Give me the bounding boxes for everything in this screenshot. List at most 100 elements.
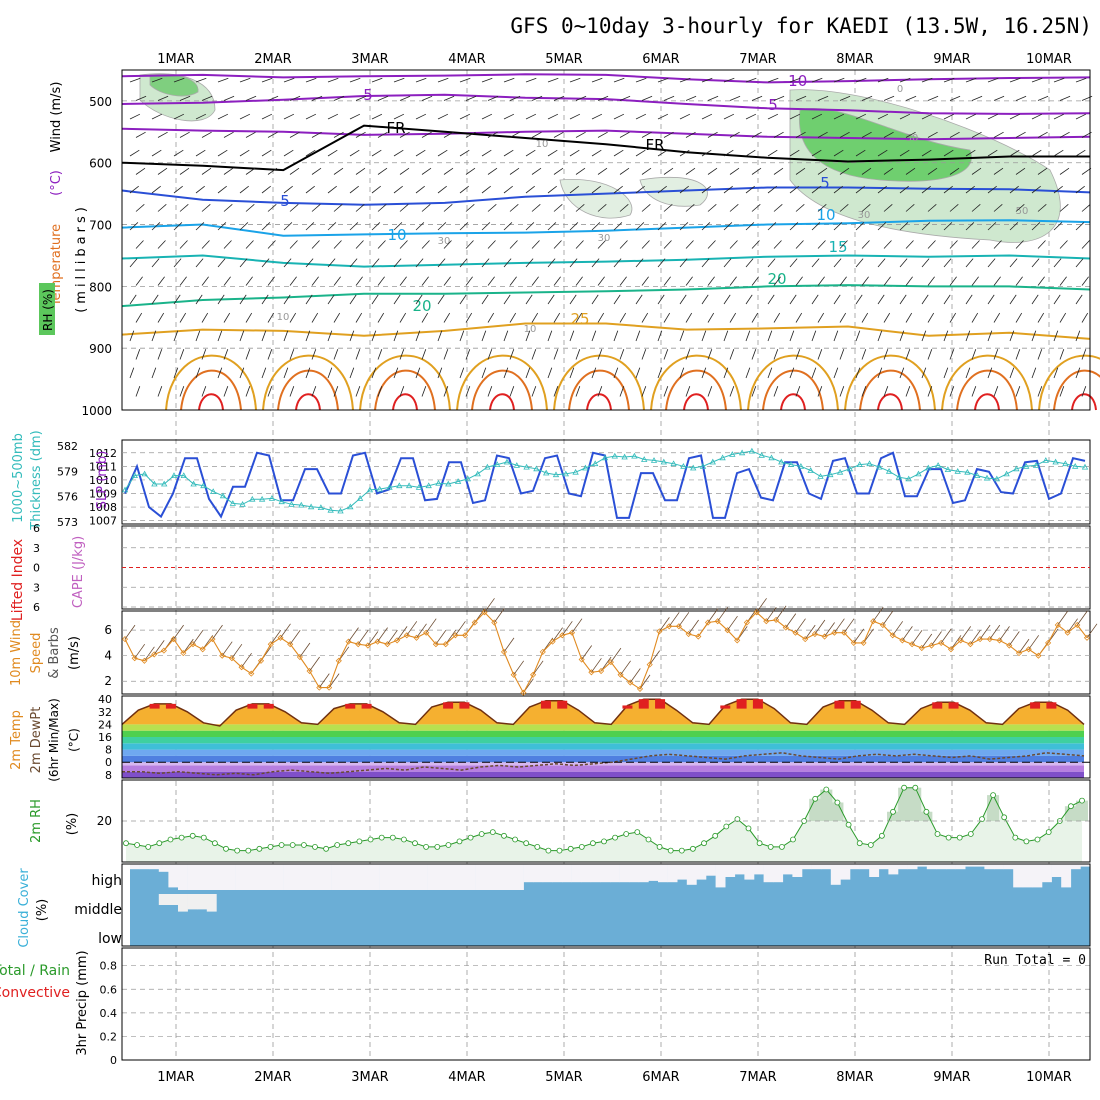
- wind-barb: [899, 149, 910, 157]
- wind-barb-10m: [639, 674, 651, 690]
- wind-barb: [773, 131, 784, 138]
- cloud-middle-gap: [206, 894, 217, 912]
- diurnal-contour-outer: [941, 354, 1033, 411]
- wind-barb: [663, 312, 671, 323]
- wind-speed-marker: [850, 639, 857, 646]
- wind-barb: [327, 149, 338, 157]
- wind-barb: [641, 386, 647, 397]
- diurnal-contour-outer: [1038, 354, 1100, 411]
- wind-barb: [415, 113, 427, 120]
- rh-marker: [289, 842, 296, 848]
- wind-barb: [877, 258, 886, 268]
- wind-barb: [751, 167, 762, 175]
- wind-barb: [685, 312, 693, 323]
- cloud-high-gap: [226, 864, 236, 890]
- wind-speed-marker: [753, 609, 760, 616]
- wind-barb-10m: [493, 608, 505, 623]
- wind-barb: [129, 330, 135, 342]
- diurnal-contour-outer: [456, 354, 548, 411]
- wind-barb: [151, 149, 162, 157]
- wind-barb-10m: [620, 660, 631, 676]
- wind-barb: [663, 167, 674, 175]
- wind-barb: [707, 131, 718, 138]
- wind-barb: [987, 330, 993, 342]
- rh-marker: [1001, 814, 1008, 821]
- wind-barb: [1015, 240, 1024, 249]
- wind-barb: [465, 349, 471, 360]
- wind-barb: [465, 312, 473, 323]
- wind-barb: [839, 131, 850, 138]
- wind-barb: [905, 276, 913, 286]
- x-tick-label-bottom: 2MAR: [254, 1070, 291, 1085]
- ylabel-degc: (°C): [49, 170, 64, 196]
- temp-color-band: [122, 755, 1084, 763]
- wind-barb: [267, 203, 277, 212]
- wind-barb: [437, 330, 443, 342]
- wind-barb: [415, 185, 425, 194]
- cloud-high-gap: [715, 864, 726, 888]
- rh-marker: [890, 808, 896, 815]
- wind-barb: [679, 294, 687, 305]
- rh-shade: [559, 178, 633, 219]
- wind-barb: [855, 185, 865, 194]
- cloud-high-gap: [571, 864, 582, 883]
- wind-barb: [685, 386, 691, 397]
- wind-barb: [201, 386, 207, 397]
- wind-barb: [481, 258, 490, 268]
- wind-barb: [195, 77, 207, 83]
- wind-barb: [195, 367, 201, 379]
- cloud-high-gap: [802, 864, 812, 870]
- wind-barb-10m: [940, 628, 952, 644]
- wind-barb: [195, 258, 204, 268]
- wind-barb-10m: [717, 606, 729, 622]
- wind-barb: [641, 131, 652, 138]
- wind-barb: [855, 77, 867, 83]
- wind-barb: [701, 367, 707, 379]
- precip-tick-label: 0.2: [100, 1030, 118, 1043]
- rh-marker: [590, 840, 596, 847]
- contour-label: 5: [768, 96, 778, 114]
- wind-barb: [789, 330, 795, 342]
- contour-label: 50: [1016, 206, 1029, 217]
- temp-panel-frame: [121, 695, 1091, 779]
- wind-barb-10m: [853, 628, 865, 644]
- wind-barb: [877, 222, 887, 231]
- wind-barb: [487, 95, 499, 101]
- temp-tick-label: 16: [98, 731, 112, 744]
- wind-barb-10m: [970, 629, 981, 645]
- wind-barb: [971, 131, 982, 138]
- wind-barb: [217, 185, 227, 194]
- temp-color-band: [122, 737, 1084, 744]
- contour-label: 5: [363, 86, 373, 104]
- wind-barb: [965, 367, 971, 379]
- temp-hot-band: [752, 699, 763, 709]
- diurnal-contour-inner: [974, 393, 1000, 411]
- wind-barb: [905, 131, 916, 138]
- cloud-high-gap: [859, 864, 870, 870]
- wind-barb: [855, 258, 864, 268]
- wind-barb: [811, 113, 823, 120]
- wind-barb: [487, 240, 496, 249]
- wind-barb: [773, 167, 784, 175]
- diurnal-contour-outer: [844, 354, 936, 411]
- wind-barb: [437, 367, 443, 379]
- cloud-high-gap: [984, 864, 995, 870]
- wind-barb: [437, 149, 448, 157]
- wind-panel-frame: [121, 610, 1091, 695]
- wind-barb: [151, 77, 163, 83]
- cloud-high-gap: [552, 864, 563, 883]
- wind-barb: [773, 240, 782, 249]
- rh-marker: [434, 844, 441, 850]
- cloud-middle-gap: [187, 894, 198, 910]
- wind-barb: [1059, 131, 1070, 138]
- wind-barb-10m: [241, 652, 252, 668]
- cloud-layer-label: low: [98, 931, 122, 947]
- rh-marker: [712, 832, 719, 839]
- temp-line: [121, 698, 1085, 727]
- wind-barb: [377, 349, 383, 360]
- wind-barb: [877, 149, 888, 157]
- wind-barb: [833, 77, 845, 83]
- wind-barb: [1053, 294, 1061, 305]
- ylabel-temp-units: (°C): [67, 728, 81, 752]
- rh-marker: [790, 836, 796, 843]
